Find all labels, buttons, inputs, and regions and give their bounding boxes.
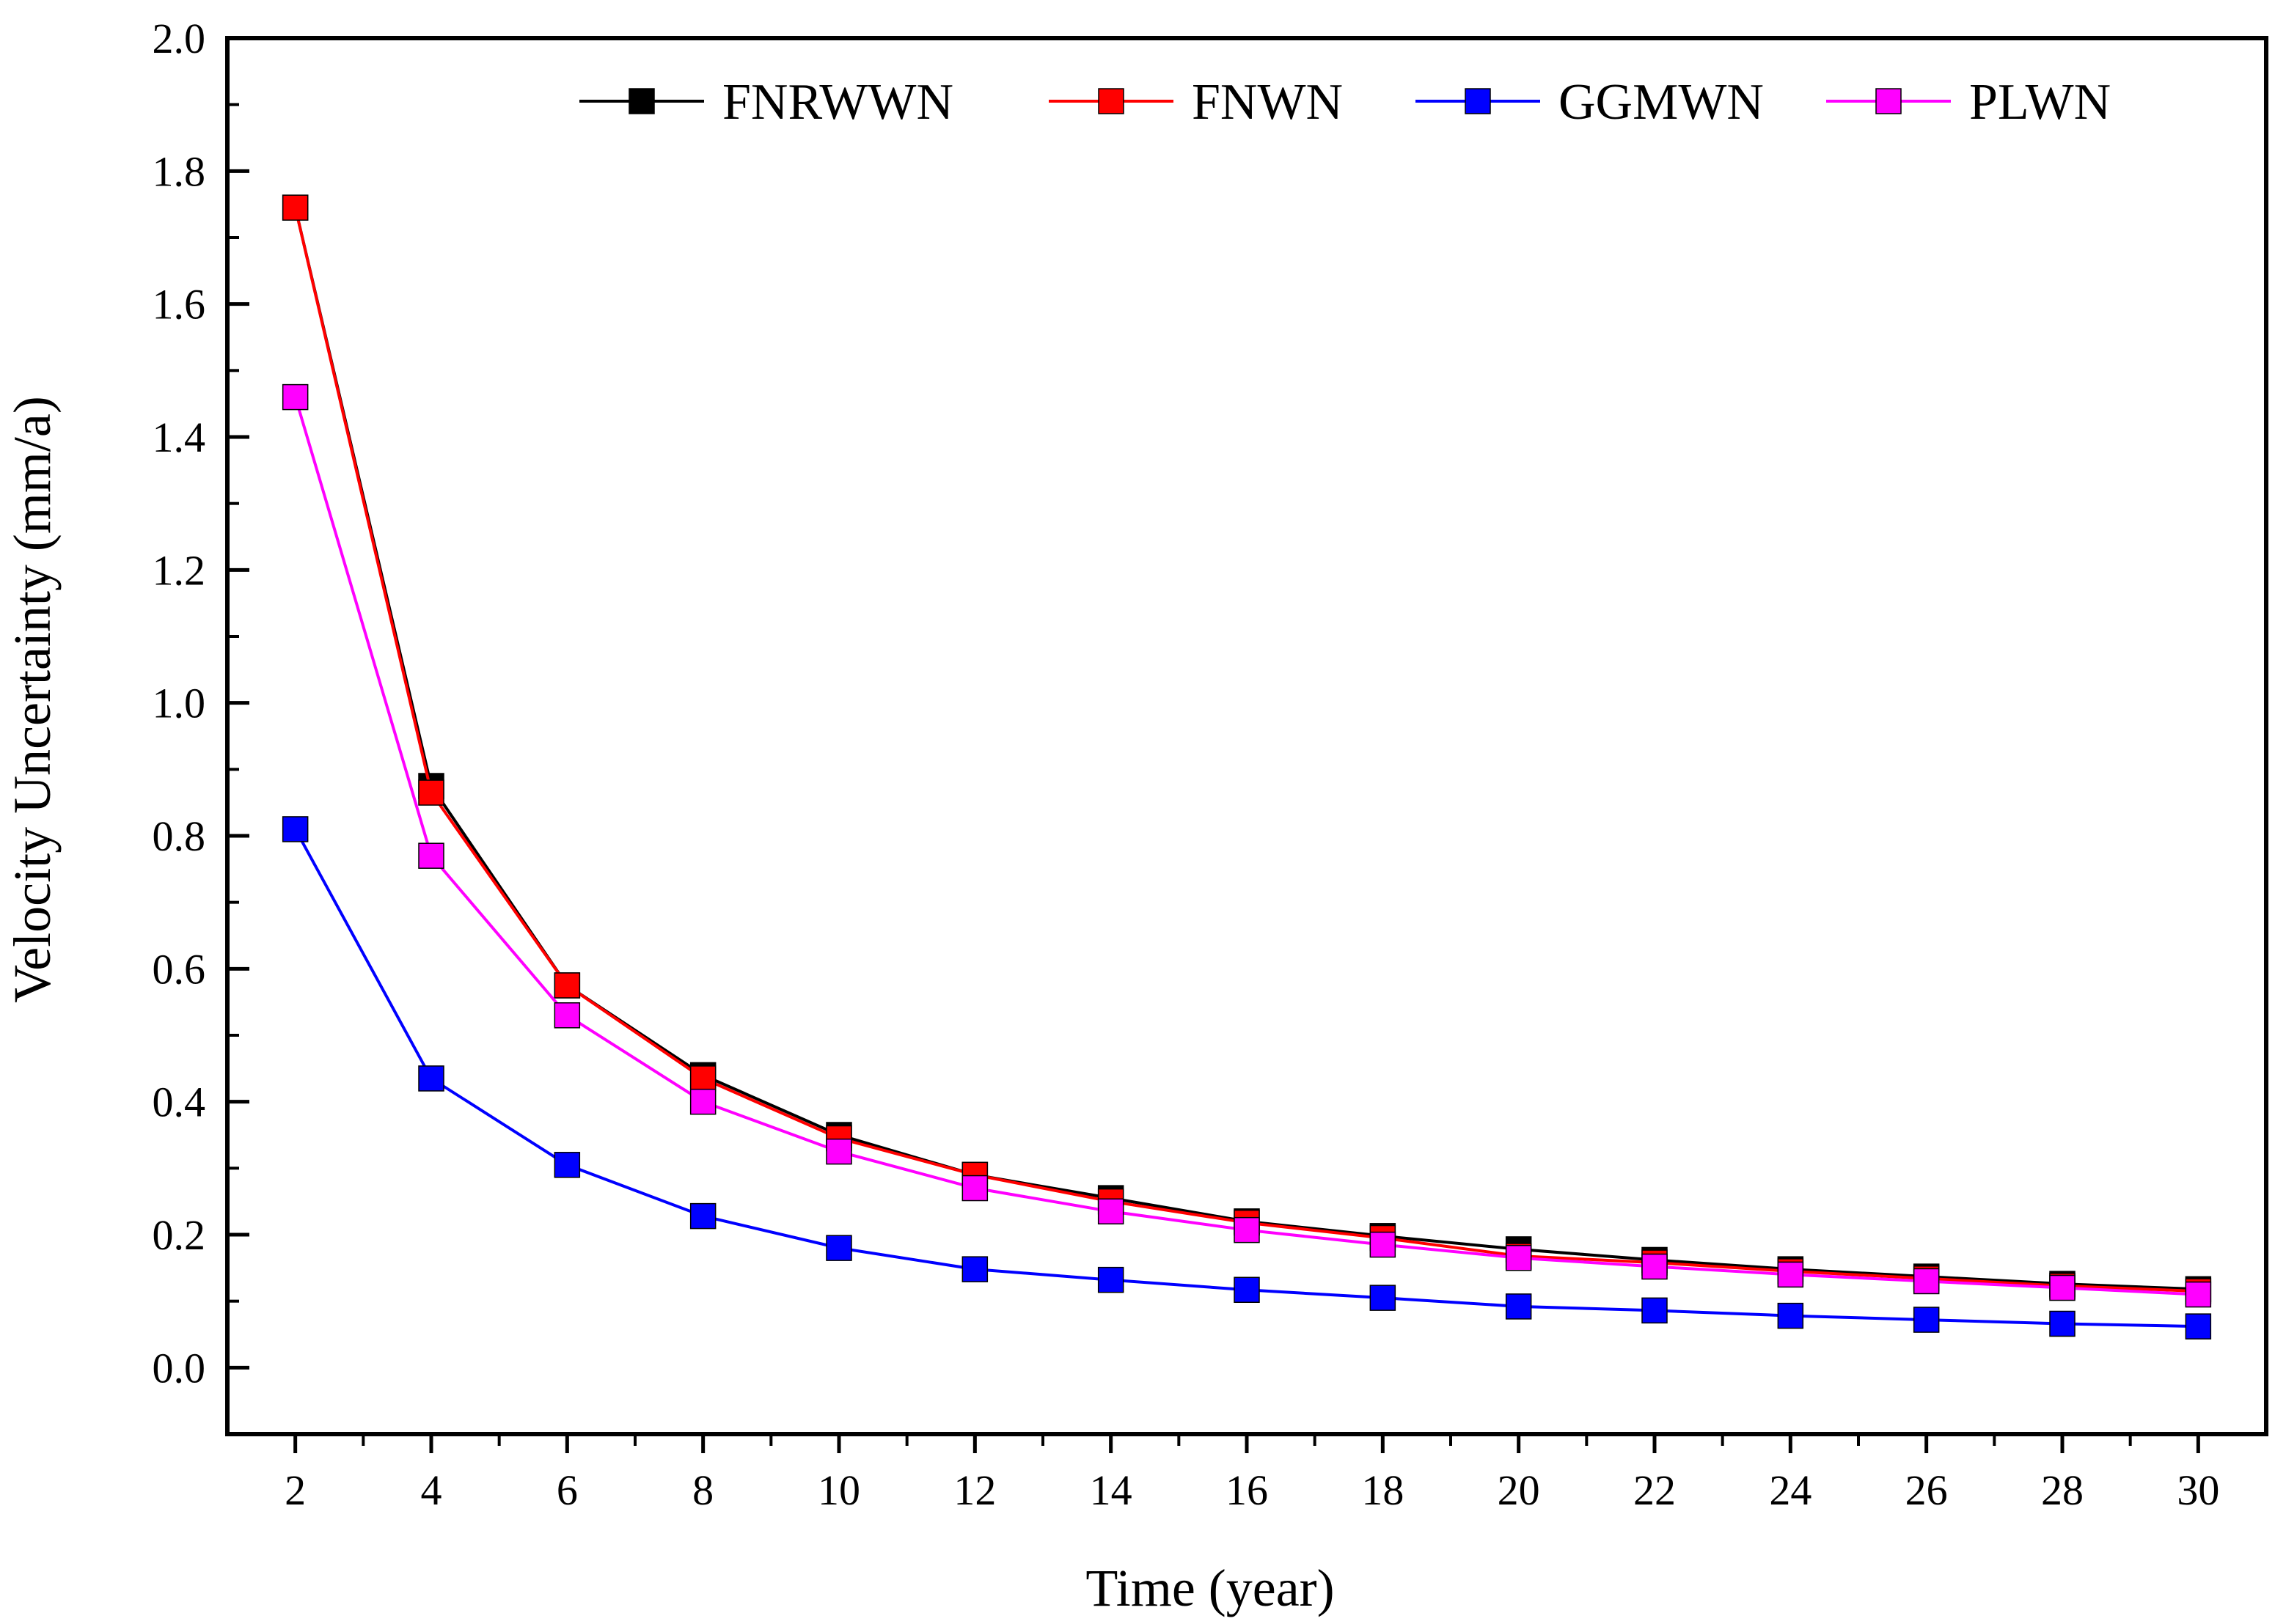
data-point-plwn xyxy=(1369,1231,1396,1258)
data-point-ggmwn xyxy=(1913,1307,1940,1333)
data-point-ggmwn xyxy=(826,1235,852,1261)
series-line-fnwn xyxy=(293,207,2199,1293)
data-point-ggmwn xyxy=(282,816,309,842)
data-point-ggmwn xyxy=(689,1202,717,1230)
legend-item-plwn: PLWN xyxy=(1826,74,2111,131)
legend-item-ggmwn: GGMWN xyxy=(1415,74,1764,131)
data-point-fnwn xyxy=(689,1065,717,1092)
data-point-plwn xyxy=(961,1175,989,1202)
x-tick-label: 4 xyxy=(421,1466,442,1514)
x-tick-label: 10 xyxy=(818,1466,860,1514)
y-axis-title: Velocity Uncertainty (mm/a) xyxy=(3,396,62,1003)
legend-marker xyxy=(1465,88,1491,114)
data-point-ggmwn xyxy=(961,1256,989,1282)
legend-label: GGMWN xyxy=(1558,74,1764,131)
x-tick-label: 6 xyxy=(557,1466,578,1514)
y-tick-label: 0.8 xyxy=(153,812,206,860)
y-axis: 0.0 0.2 0.4 0.6 0.8 1.0 1.2 1.4 1.6 1.8 2.0 xyxy=(153,15,249,1436)
series-plwn xyxy=(282,383,2212,1308)
x-axis: 2 4 6 8 10 12 14 16 18 20 22 24 26 28 30 xyxy=(285,1434,2219,1514)
series-line-plwn xyxy=(293,397,2199,1296)
x-tick-label: 8 xyxy=(692,1466,714,1514)
y-tick-label: 1.0 xyxy=(153,680,206,727)
legend-item-fnwn: FNWN xyxy=(1049,74,1343,131)
x-tick-label: 28 xyxy=(2041,1466,2084,1514)
y-tick-label: 1.6 xyxy=(153,281,206,328)
data-point-ggmwn xyxy=(1777,1302,1804,1329)
x-tick-label: 24 xyxy=(1769,1466,1811,1514)
data-point-ggmwn xyxy=(2049,1310,2076,1337)
x-tick-label: 20 xyxy=(1498,1466,1540,1514)
x-tick-label: 22 xyxy=(1633,1466,1676,1514)
data-point-ggmwn xyxy=(1234,1276,1260,1304)
data-point-plwn xyxy=(1505,1244,1532,1271)
data-point-plwn xyxy=(554,1002,581,1029)
y-tick-label: 0.2 xyxy=(153,1211,206,1259)
data-point-plwn xyxy=(1234,1216,1260,1243)
data-point-fnwn xyxy=(554,972,581,999)
data-point-ggmwn xyxy=(1641,1297,1668,1324)
x-tick-label: 14 xyxy=(1090,1466,1132,1514)
y-tick-label: 0.6 xyxy=(153,945,206,993)
data-point-plwn xyxy=(1097,1198,1124,1225)
data-point-ggmwn xyxy=(1505,1293,1532,1320)
legend: FNRWWN FNWN GGMWN PLWN xyxy=(579,74,2111,131)
y-tick-label: 1.4 xyxy=(153,414,206,461)
data-point-ggmwn xyxy=(418,1065,444,1092)
data-point-fnwn xyxy=(418,779,444,806)
legend-label: FNWN xyxy=(1192,74,1343,131)
series-fnrwwn xyxy=(282,194,2212,1303)
legend-label: PLWN xyxy=(1969,74,2111,131)
data-point-plwn xyxy=(1913,1268,1940,1295)
data-point-plwn xyxy=(2049,1274,2076,1301)
legend-item-fnrwwn: FNRWWN xyxy=(579,74,953,131)
data-point-plwn xyxy=(1777,1261,1804,1288)
y-tick-label: 0.0 xyxy=(153,1344,206,1392)
data-point-ggmwn xyxy=(1097,1266,1124,1293)
legend-marker xyxy=(1875,88,1902,114)
data-point-ggmwn xyxy=(554,1152,581,1178)
x-tick-label: 18 xyxy=(1361,1466,1404,1514)
y-tick-label: 1.2 xyxy=(153,546,206,594)
data-point-plwn xyxy=(2185,1281,2212,1308)
legend-marker xyxy=(629,88,655,114)
series-line-ggmwn xyxy=(293,828,2199,1329)
series-ggmwn xyxy=(282,816,2212,1340)
data-point-plwn xyxy=(418,842,444,869)
data-point-fnwn xyxy=(282,194,309,221)
y-tick-label: 0.4 xyxy=(153,1079,206,1126)
x-tick-label: 26 xyxy=(1905,1466,1948,1514)
data-point-plwn xyxy=(689,1088,717,1115)
series-line-fnrwwn xyxy=(293,207,2199,1291)
series-fnwn xyxy=(282,194,2212,1304)
y-tick-label: 1.8 xyxy=(153,147,206,195)
data-point-plwn xyxy=(1641,1253,1668,1280)
x-tick-label: 12 xyxy=(953,1466,996,1514)
data-point-ggmwn xyxy=(1369,1285,1396,1311)
data-point-ggmwn xyxy=(2185,1313,2212,1340)
x-tick-label: 2 xyxy=(285,1466,306,1514)
y-tick-label: 2.0 xyxy=(153,15,206,62)
x-tick-label: 16 xyxy=(1226,1466,1268,1514)
series-layer xyxy=(282,194,2212,1340)
legend-marker xyxy=(1098,88,1124,114)
legend-label: FNRWWN xyxy=(722,74,953,131)
x-axis-title: Time (year) xyxy=(1085,1559,1334,1617)
x-tick-label: 30 xyxy=(2177,1466,2219,1514)
data-point-plwn xyxy=(282,383,309,411)
data-point-plwn xyxy=(826,1138,852,1165)
